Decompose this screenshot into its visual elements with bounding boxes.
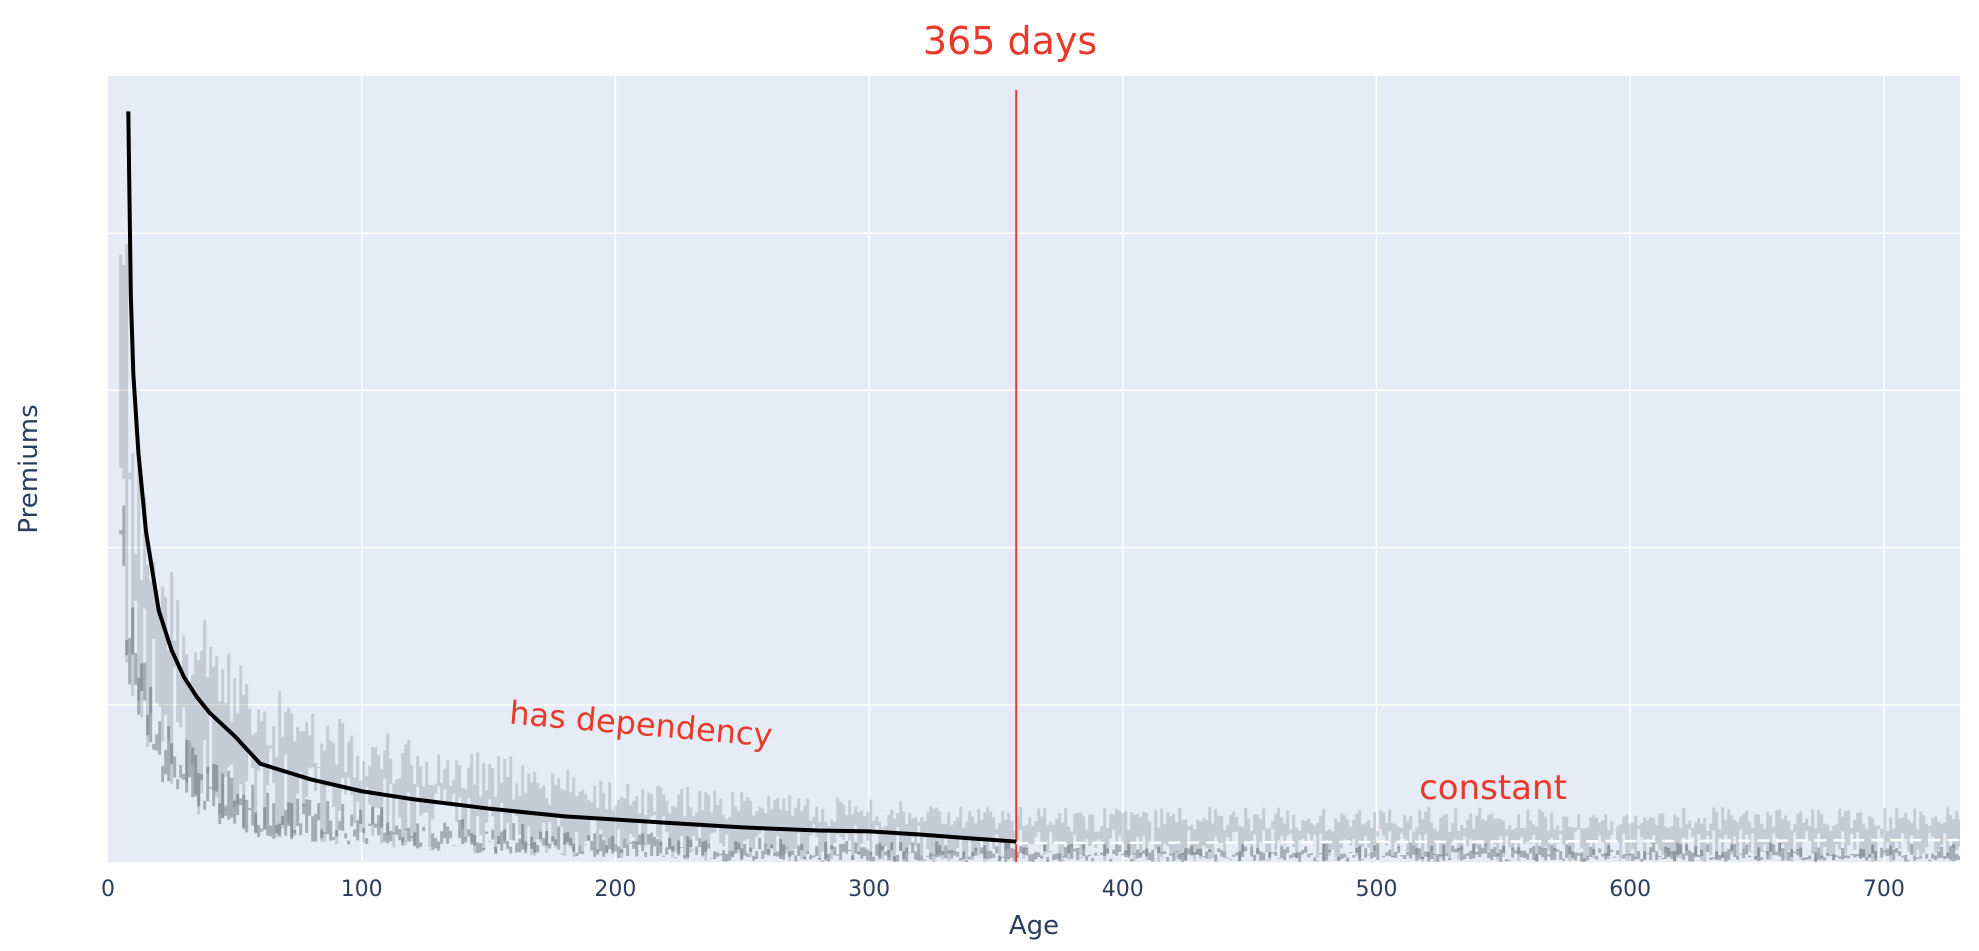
x-tick-label: 0 [101, 877, 115, 902]
x-tick-label: 700 [1863, 877, 1905, 902]
x-tick-label: 200 [594, 877, 636, 902]
x-tick-labels: 0 100 200 300 400 500 600 700 [101, 877, 1905, 902]
x-tick-label: 300 [848, 877, 890, 902]
constant-series-line [1016, 838, 1960, 845]
plot-background [108, 76, 1960, 862]
x-axis-title: Age [1009, 911, 1059, 941]
x-tick-label: 600 [1609, 877, 1651, 902]
vline-annotation-label: 365 days [923, 19, 1097, 63]
series-lines [126, 90, 1960, 862]
dependency-series-line [126, 111, 1017, 844]
y-axis-title: Premiums [14, 404, 44, 533]
gridlines [108, 76, 1960, 862]
sample-cloud [119, 243, 1960, 862]
x-tick-label: 500 [1355, 877, 1397, 902]
constant-annotation-label: constant [1419, 768, 1567, 808]
x-tick-label: 400 [1102, 877, 1144, 902]
x-tick-label: 100 [341, 877, 383, 902]
